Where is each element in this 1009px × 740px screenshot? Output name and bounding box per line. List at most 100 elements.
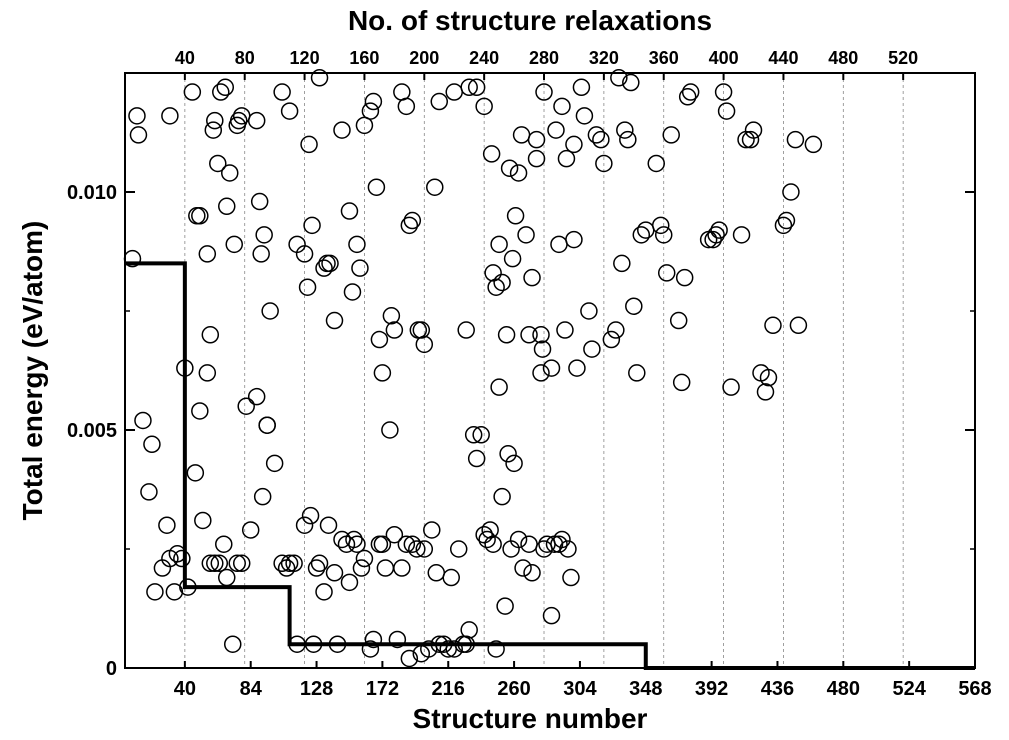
x-tick-label: 128 [300,678,333,700]
x-tick-label: 304 [563,678,597,700]
data-point [583,340,601,358]
data-point [210,554,229,573]
data-point [397,97,416,116]
data-point [340,573,359,592]
data-point [333,121,351,139]
data-point [704,230,722,249]
data-point [619,130,637,149]
data-point [129,126,148,144]
data-point [789,316,808,335]
data-point [340,202,359,220]
data-point [625,297,643,315]
data-point [310,69,329,87]
x-tick-label: 216 [432,678,465,700]
data-point [310,554,329,573]
data-point [301,506,320,525]
data-point [415,335,434,354]
data-point [415,540,434,558]
data-point [535,83,553,101]
top-tick-label: 240 [469,48,499,68]
data-point [355,549,374,568]
data-point [575,107,594,125]
data-point [460,621,478,639]
data-point [714,83,733,101]
data-point [487,278,505,296]
data-point [442,568,460,587]
x-tick-label: 392 [695,678,728,700]
data-point [595,154,613,173]
data-point [381,421,399,439]
y-tick-label: 0.010 [67,182,117,204]
data-point [669,311,688,330]
data-point [321,254,339,273]
data-point [393,559,411,577]
top-tick-label: 40 [175,48,195,68]
data-point [427,564,446,582]
data-point [497,326,516,344]
data-point [348,535,366,553]
points-layer [123,69,823,668]
data-point [385,321,404,339]
data-point [533,340,552,358]
data-point [487,640,505,658]
data-point [553,530,571,549]
top-tick-label: 280 [529,48,559,68]
y-tick-label: 0 [106,658,117,680]
data-point [672,373,691,392]
data-point [206,111,224,130]
data-point [325,311,344,330]
data-point [261,302,279,320]
data-point [557,149,576,168]
data-point [613,254,631,273]
top-tick-label: 200 [409,48,439,68]
data-point [295,245,314,263]
data-point [509,530,528,549]
data-point [400,649,419,668]
data-point [722,378,740,396]
data-point [201,326,220,344]
data-point [285,554,303,573]
x-tick-label: 480 [827,678,860,700]
data-point [675,268,694,287]
data-point [509,164,528,182]
data-point [559,540,577,558]
data-point [628,364,646,382]
data-point [223,635,242,653]
data-point [527,130,546,149]
data-point [247,387,266,406]
data-point [610,69,628,87]
data-point [500,159,519,177]
data-point [786,130,805,149]
plot-frame [124,72,976,669]
data-point [345,530,363,549]
data-point [550,235,568,254]
data-point [228,554,246,573]
data-point [464,426,483,444]
data-point [161,107,179,125]
data-point [253,487,272,506]
data-point [556,321,574,339]
data-point [165,583,184,601]
data-point [400,216,419,235]
x-tick-label: 524 [892,678,926,700]
data-point [503,249,522,268]
data-point [216,78,235,97]
data-point [445,83,463,101]
data-point [315,583,333,601]
data-point [523,268,541,287]
data-point [550,535,568,553]
data-point [221,164,239,182]
y-tick-label: 0.005 [67,420,117,442]
data-point [553,97,571,116]
data-point [592,130,610,149]
data-point [280,102,299,120]
data-point [158,516,176,534]
data-point [364,630,383,649]
data-point [376,559,395,577]
data-point [134,411,152,430]
x-tick-label: 40 [174,678,196,700]
data-point [370,330,389,349]
data-point [678,88,697,106]
data-point [744,121,763,139]
